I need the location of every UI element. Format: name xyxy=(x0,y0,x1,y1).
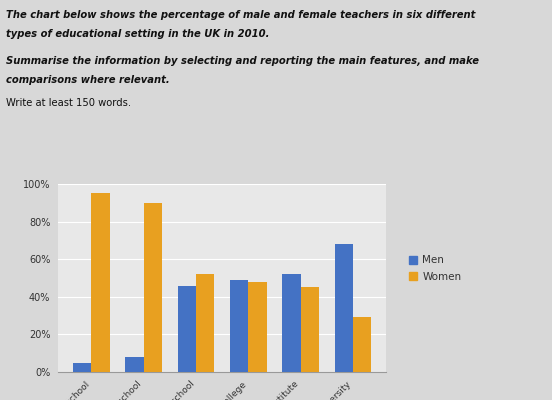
Legend: Men, Women: Men, Women xyxy=(405,251,466,286)
Bar xyxy=(73,362,91,372)
Bar xyxy=(144,203,162,372)
Text: The chart below shows the percentage of male and female teachers in six differen: The chart below shows the percentage of … xyxy=(6,10,475,20)
Bar xyxy=(335,244,353,372)
Bar xyxy=(125,357,144,372)
Text: Summarise the information by selecting and reporting the main features, and make: Summarise the information by selecting a… xyxy=(6,56,479,66)
Bar xyxy=(91,193,109,372)
Text: Write at least 150 words.: Write at least 150 words. xyxy=(6,98,131,108)
Bar xyxy=(230,280,248,372)
Bar xyxy=(301,287,319,372)
Bar xyxy=(283,274,301,372)
Bar xyxy=(196,274,214,372)
Text: types of educational setting in the UK in 2010.: types of educational setting in the UK i… xyxy=(6,29,269,39)
Bar xyxy=(178,286,196,372)
Text: comparisons where relevant.: comparisons where relevant. xyxy=(6,75,169,85)
Bar xyxy=(248,282,267,372)
Bar xyxy=(353,318,371,372)
